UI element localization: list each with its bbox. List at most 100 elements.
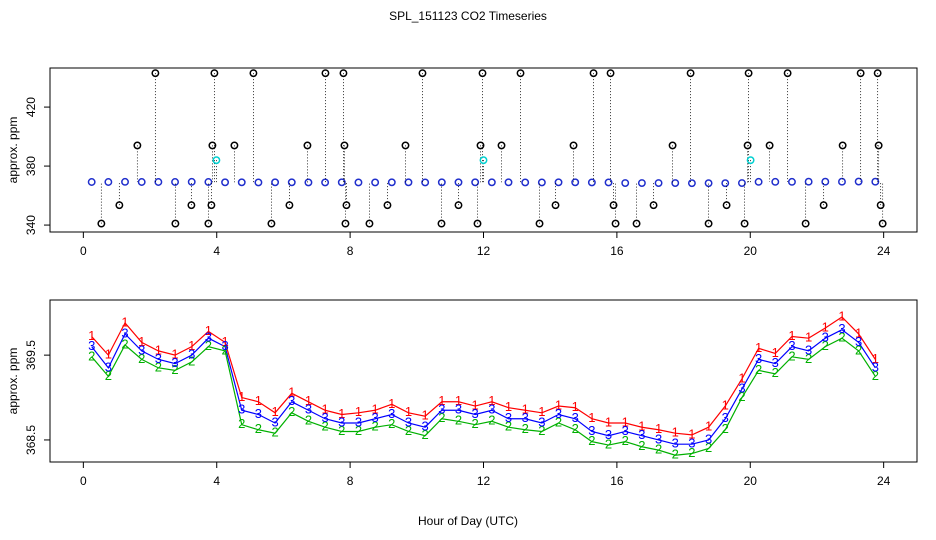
point-symbol: 3 (422, 419, 429, 434)
point-symbol: 3 (505, 410, 512, 425)
point-symbol: 2 (255, 421, 262, 436)
point-symbol: 3 (538, 414, 545, 429)
point (321, 178, 330, 187)
point (632, 219, 641, 228)
point (418, 69, 427, 78)
point (746, 156, 755, 165)
point (722, 201, 731, 210)
point-symbol: 3 (672, 436, 679, 451)
point-symbol: 3 (438, 402, 445, 417)
point (838, 141, 847, 150)
point (340, 141, 349, 150)
point-symbol: 2 (121, 336, 128, 351)
point (801, 219, 810, 228)
point-symbol: 3 (555, 406, 562, 421)
point-symbol: 1 (171, 347, 178, 362)
point-symbol: 3 (805, 342, 812, 357)
point-symbol: 3 (755, 351, 762, 366)
point (401, 141, 410, 150)
point (754, 177, 763, 186)
point (121, 177, 129, 186)
point-symbol: 2 (288, 404, 295, 419)
point (621, 179, 630, 187)
point (87, 178, 96, 186)
point-symbol: 2 (205, 338, 212, 353)
point (637, 179, 646, 187)
point (454, 201, 463, 210)
point (788, 177, 796, 186)
y-tick-label: 369.5 (24, 340, 38, 370)
point (504, 178, 513, 187)
point-symbol: 2 (572, 421, 579, 436)
point-symbol: 2 (688, 445, 695, 460)
point-symbol: 2 (321, 419, 328, 434)
point (804, 177, 813, 186)
point (471, 178, 480, 187)
point-symbol: 2 (355, 423, 362, 438)
point-symbol: 1 (372, 402, 379, 417)
point-symbol: 2 (238, 416, 245, 431)
point-symbol: 3 (622, 423, 629, 438)
point (151, 69, 160, 78)
point-symbol: 2 (855, 342, 862, 357)
point-symbol: 3 (255, 406, 262, 421)
point-symbol: 2 (221, 342, 228, 357)
y-tick-label: 340 (24, 215, 38, 235)
point-symbol: 1 (305, 393, 312, 408)
point-symbol: 2 (838, 330, 845, 345)
x-tick-label: 24 (877, 244, 891, 258)
point (551, 201, 560, 210)
point-symbol: 1 (271, 404, 278, 419)
x-tick-label: 12 (477, 244, 491, 258)
point (765, 141, 774, 150)
point-symbol: 2 (372, 419, 379, 434)
series-line (91, 316, 876, 436)
point-symbol: 2 (872, 368, 879, 383)
point (668, 141, 677, 150)
point-symbol: 2 (105, 368, 112, 383)
point (537, 178, 546, 187)
point (339, 69, 348, 78)
point-symbol: 1 (622, 414, 629, 429)
x-tick-label: 4 (213, 244, 220, 258)
point-symbol: 3 (105, 359, 112, 374)
point (287, 178, 296, 187)
point-symbol: 2 (188, 353, 195, 368)
point-symbol: 3 (638, 427, 645, 442)
point (554, 178, 563, 187)
point-symbol: 1 (338, 406, 345, 421)
series-line (91, 328, 876, 445)
point-symbol: 2 (722, 421, 729, 436)
point (321, 69, 330, 78)
point-symbol: 2 (705, 440, 712, 455)
point-symbol: 3 (488, 402, 495, 417)
point-symbol: 1 (221, 334, 228, 349)
point-symbol: 3 (188, 347, 195, 362)
y-axis-label: approx. ppm (6, 117, 20, 184)
point (721, 179, 730, 188)
point (611, 219, 620, 228)
point (354, 178, 363, 187)
point-symbol: 1 (805, 330, 812, 345)
point-symbol: 1 (722, 397, 729, 412)
point-symbol: 3 (355, 414, 362, 429)
point (737, 179, 746, 187)
point (854, 177, 863, 186)
point (609, 201, 618, 210)
point-symbol: 2 (438, 410, 445, 425)
point-symbol: 3 (171, 355, 178, 370)
point-symbol: 2 (655, 442, 662, 457)
point (744, 69, 753, 78)
point-symbol: 1 (522, 402, 529, 417)
point-symbol: 2 (271, 425, 278, 440)
series-line (91, 337, 876, 456)
point (819, 201, 828, 210)
x-tick-label: 8 (347, 474, 354, 488)
y-axis-label: approx. ppm (6, 348, 20, 415)
point-symbol: 3 (271, 414, 278, 429)
point (303, 141, 312, 150)
point-symbol: 1 (138, 334, 145, 349)
point-symbol: 3 (155, 351, 162, 366)
point-symbol: 1 (321, 402, 328, 417)
